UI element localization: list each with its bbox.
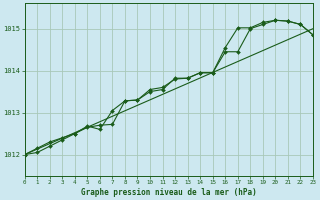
X-axis label: Graphe pression niveau de la mer (hPa): Graphe pression niveau de la mer (hPa) [81, 188, 257, 197]
